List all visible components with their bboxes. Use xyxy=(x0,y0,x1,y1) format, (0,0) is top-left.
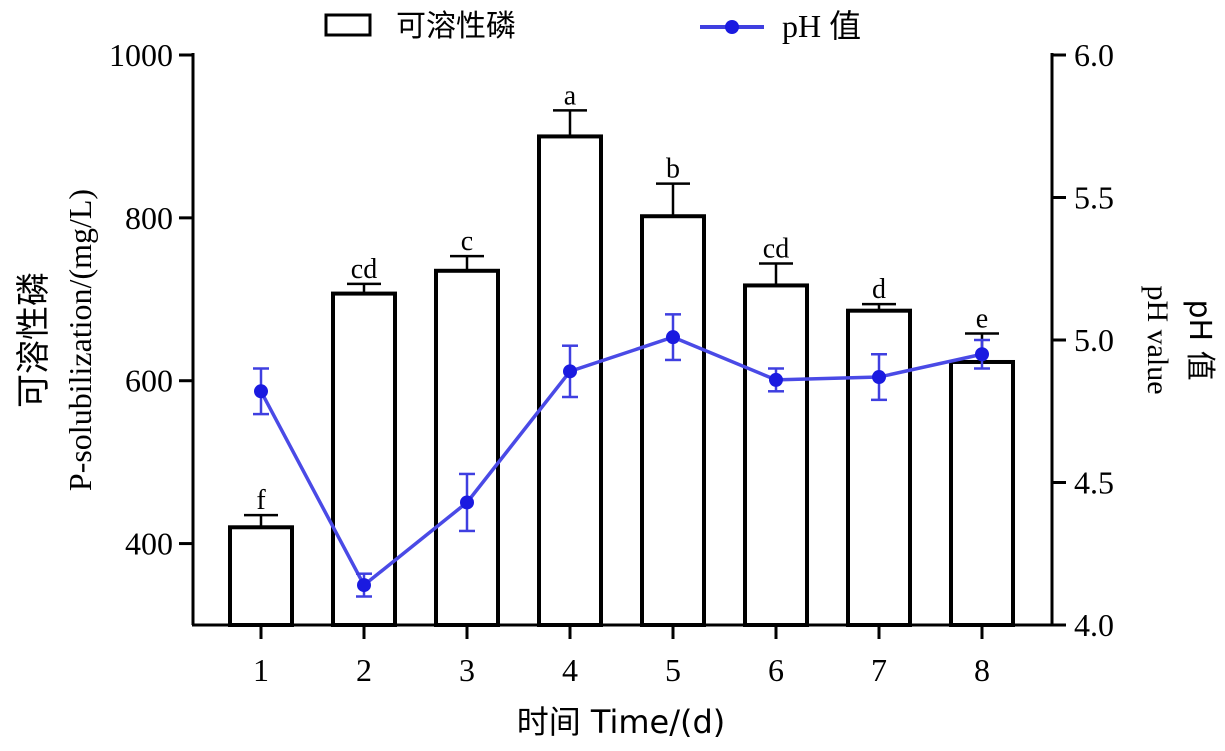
x-tick-label: 7 xyxy=(871,652,887,688)
y2-tick-label: 4.5 xyxy=(1074,465,1114,501)
bar xyxy=(434,268,500,627)
bar-significance-label: e xyxy=(976,303,988,334)
ph-point xyxy=(254,384,268,399)
bar xyxy=(228,525,294,627)
ph-point xyxy=(357,578,371,593)
ph-point xyxy=(460,495,474,510)
x-axis-title: 时间 Time/(d) xyxy=(517,703,726,741)
y2-axis-title-en: pH value xyxy=(1141,285,1174,394)
y-axis-title-cn: 可溶性磷 xyxy=(14,272,54,408)
x-tick-label: 3 xyxy=(459,652,475,688)
bar-significance-label: cd xyxy=(351,254,377,285)
bar-significance-label: f xyxy=(256,485,266,516)
ph-point xyxy=(872,370,886,385)
x-tick-label: 1 xyxy=(253,652,269,688)
legend-line-marker xyxy=(725,20,739,34)
y2-tick-label: 5.0 xyxy=(1074,322,1114,358)
y-tick-label: 400 xyxy=(125,526,173,562)
bar xyxy=(640,214,706,627)
y2-tick-label: 5.5 xyxy=(1074,180,1114,216)
bar-significance-label: a xyxy=(564,80,577,111)
bar xyxy=(331,291,397,627)
legend-bar-label: 可溶性磷 xyxy=(396,9,516,44)
ph-line xyxy=(259,335,983,588)
x-tick-label: 8 xyxy=(974,652,990,688)
bar-significance-label: c xyxy=(461,226,473,257)
bar-significance-label: b xyxy=(666,154,680,185)
y-axis-title-en: P-solubilization/(mg/L) xyxy=(62,189,98,491)
ph-point xyxy=(666,330,680,345)
bar xyxy=(743,283,809,627)
bar-significance-label: cd xyxy=(763,233,789,264)
bar xyxy=(949,359,1015,627)
ph-point xyxy=(975,347,989,362)
legend-bar-swatch xyxy=(324,13,372,37)
y2-tick-label: 4.0 xyxy=(1074,607,1114,643)
bar-significance-label: d xyxy=(872,274,886,305)
legend-line-label: pH 值 xyxy=(782,8,861,44)
y-tick-label: 1000 xyxy=(109,37,173,73)
x-tick-label: 5 xyxy=(665,652,681,688)
legend: 可溶性磷 pH 值 xyxy=(324,8,861,44)
ph-point xyxy=(769,372,783,387)
x-tick-label: 4 xyxy=(562,652,578,688)
x-tick-label: 2 xyxy=(356,652,372,688)
y2-tick-label: 6.0 xyxy=(1074,37,1114,73)
x-tick-label: 6 xyxy=(768,652,784,688)
y2-axis-title-cn: pH 值 xyxy=(1182,299,1217,380)
ph-point xyxy=(563,364,577,379)
y-tick-label: 600 xyxy=(125,363,173,399)
y-tick-label: 800 xyxy=(125,200,173,236)
